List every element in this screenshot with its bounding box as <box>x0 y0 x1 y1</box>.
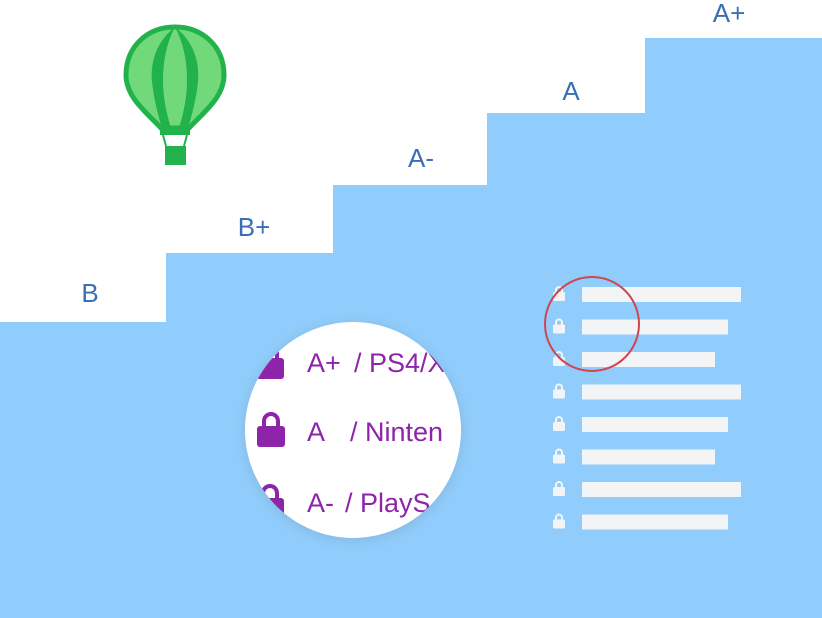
list-item <box>553 416 728 432</box>
list-bar <box>582 287 741 302</box>
lock-icon <box>553 416 565 431</box>
list-bar <box>582 482 741 497</box>
highlight-ring <box>544 276 640 372</box>
staircase <box>0 38 822 618</box>
grade-list <box>553 286 741 530</box>
magnifier-row: A- / PlayS <box>256 484 431 519</box>
step-grade-a-plus: A+ <box>713 0 746 28</box>
lock-icon <box>553 481 565 496</box>
step-grade-b: B <box>81 278 98 308</box>
lock-icon <box>553 383 565 399</box>
lock-icon <box>553 513 565 529</box>
hot-air-balloon-icon <box>123 24 227 165</box>
step-grade-a-minus: A- <box>408 143 434 173</box>
magnifier-row-grade: A- <box>307 488 334 518</box>
lock-icon <box>553 318 565 334</box>
list-item <box>553 448 715 465</box>
list-bar <box>582 384 741 400</box>
list-item <box>553 481 741 497</box>
list-item <box>553 286 741 302</box>
list-item <box>553 513 728 530</box>
magnifier-row-label: / Ninten <box>350 417 443 447</box>
magnifier: A+ / PS4/X A / Ninten A- / PlayS <box>243 322 463 542</box>
magnifier-row-grade: A+ <box>307 348 341 378</box>
list-bar <box>582 319 728 335</box>
magnifier-row-grade: A <box>307 417 325 447</box>
list-bar <box>582 514 728 530</box>
list-bar <box>582 417 728 432</box>
list-item <box>553 318 728 335</box>
list-item <box>553 383 741 400</box>
list-bar <box>582 449 715 465</box>
magnifier-row-label: / PlayS <box>345 488 431 518</box>
lock-icon <box>257 412 285 447</box>
step-grade-a: A <box>562 76 580 106</box>
list-bar <box>582 352 715 367</box>
lock-icon <box>553 448 565 464</box>
magnifier-row: A / Ninten <box>257 412 443 447</box>
step-grade-b-plus: B+ <box>238 212 271 242</box>
